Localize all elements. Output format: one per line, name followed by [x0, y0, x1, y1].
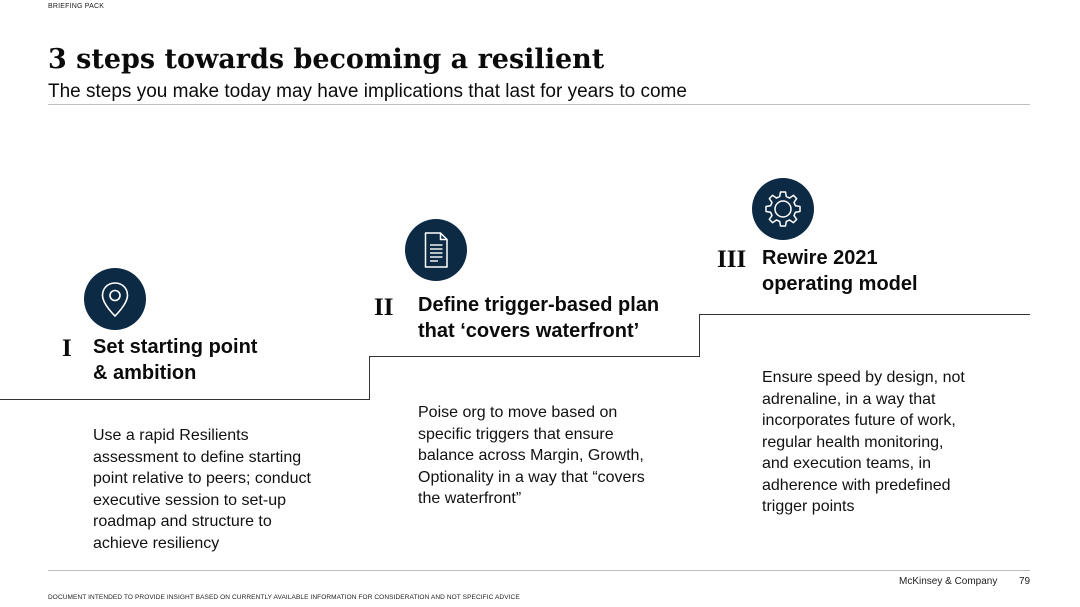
- step-2-desc-line: specific triggers that ensure: [418, 425, 614, 443]
- step-1-desc-line: executive session to set-up: [93, 491, 286, 509]
- document-icon: [405, 219, 467, 281]
- step-1-desc-line: achieve resiliency: [93, 534, 220, 552]
- step-3-desc-line: Ensure speed by design, not: [762, 369, 965, 386]
- step-3-title-line2: operating model: [762, 273, 918, 295]
- step-2-desc-line: Poise org to move based on: [418, 404, 618, 421]
- step-1-title-line1: Set starting point: [93, 336, 258, 358]
- stair-riser-1: [369, 356, 370, 400]
- step-2-title: Define trigger-based plan that ‘covers w…: [418, 292, 659, 344]
- step-3-title: Rewire 2021 operating model: [762, 245, 918, 297]
- step-2-desc-line: balance across Margin, Growth,: [418, 447, 644, 464]
- footer-divider: [48, 570, 1030, 571]
- step-1-description: Use a rapid Resilients assessment to def…: [93, 425, 311, 554]
- briefing-pack-tag: BRIEFING PACK: [48, 3, 105, 10]
- step-3-desc-line: incorporates future of work,: [762, 412, 956, 429]
- page-number: 79: [1019, 576, 1031, 587]
- step-2-numeral: II: [374, 294, 394, 321]
- step-2-desc-line: the waterfront”: [418, 490, 522, 507]
- stair-step-2: [369, 356, 699, 357]
- gear-icon: [752, 178, 814, 240]
- step-1-desc-line: roadmap and structure to: [93, 513, 272, 530]
- step-1-desc-line: Use a rapid Resilients: [93, 427, 249, 444]
- step-1-desc-line: assessment to define starting: [93, 448, 302, 466]
- step-2-desc-line: Optionality in a way that “covers: [418, 468, 645, 486]
- step-3-description: Ensure speed by design, not adrenaline, …: [762, 367, 965, 518]
- page-subtitle: The steps you make today may have implic…: [48, 81, 687, 102]
- step-3-title-line1: Rewire 2021: [762, 247, 878, 269]
- header-divider: [48, 104, 1030, 105]
- step-3-desc-line: regular health monitoring,: [762, 433, 944, 451]
- step-3-desc-line: adherence with predefined: [762, 476, 951, 494]
- step-3-desc-line: and execution teams, in: [762, 455, 931, 472]
- step-3-desc-line: adrenaline, in a way that: [762, 390, 936, 408]
- step-3-numeral: III: [717, 246, 747, 273]
- footer-disclaimer: DOCUMENT INTENDED TO PROVIDE INSIGHT BAS…: [48, 594, 520, 601]
- stair-step-3: [699, 314, 1030, 315]
- stair-step-1: [0, 399, 369, 400]
- location-pin-icon: [84, 268, 146, 330]
- company-name: McKinsey & Company: [899, 576, 998, 587]
- step-2-title-line2: that ‘covers waterfront’: [418, 320, 640, 342]
- step-1-title: Set starting point & ambition: [93, 334, 257, 386]
- step-1-numeral: I: [62, 335, 72, 362]
- step-3-desc-line: trigger points: [762, 498, 855, 515]
- step-2-title-line1: Define trigger-based plan: [418, 294, 660, 316]
- stair-riser-2: [699, 314, 700, 357]
- step-1-title-line2: & ambition: [93, 362, 197, 384]
- step-2-description: Poise org to move based on specific trig…: [418, 402, 645, 510]
- page-title: 3 steps towards becoming a resilient: [48, 44, 605, 75]
- step-1-desc-line: point relative to peers; conduct: [93, 470, 311, 487]
